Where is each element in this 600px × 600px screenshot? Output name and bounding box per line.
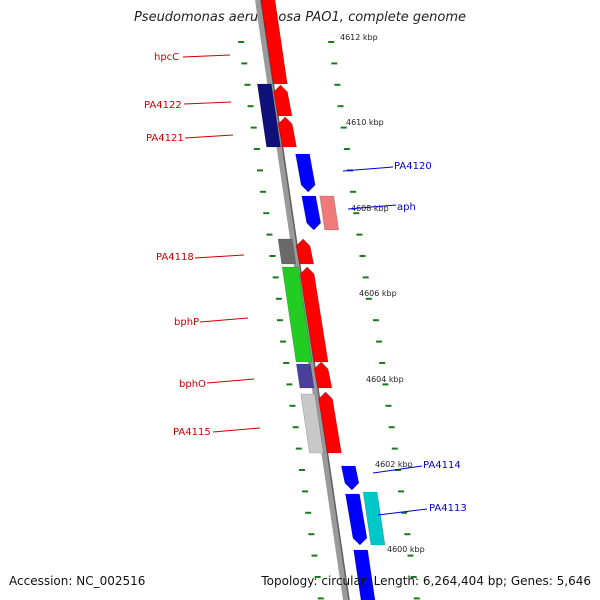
accession-label: Accession: NC_002516 xyxy=(9,574,146,588)
pa4115-neighbor-gene[interactable] xyxy=(300,393,324,454)
pa4122-gene[interactable] xyxy=(273,84,293,117)
gene-label-pa4122: PA4122 xyxy=(144,100,182,111)
gene-label-pa4120: PA4120 xyxy=(394,161,432,172)
gene-label-aph: aph xyxy=(397,202,416,213)
pa4122-neighbor-gene[interactable] xyxy=(256,83,281,148)
gene-label-bpho: bphO xyxy=(179,379,206,390)
pa4115-gene[interactable] xyxy=(318,391,342,454)
aph-gene-forward[interactable] xyxy=(301,195,322,231)
map-title: Pseudomonas aeruginosa PAO1, complete ge… xyxy=(133,10,467,25)
bpho-gene[interactable] xyxy=(313,361,333,389)
bpho-neighbor-gene[interactable] xyxy=(296,363,315,389)
pa4118-gene[interactable] xyxy=(295,238,315,265)
gene-label-pa4121: PA4121 xyxy=(146,133,184,144)
gene-label-pa4113: PA4113 xyxy=(429,503,467,514)
pa4113-gene-forward[interactable] xyxy=(345,493,368,546)
bphp-neighbor-gene[interactable] xyxy=(281,266,313,363)
scale-labels: 4612 kbp 4610 kbp 4608 kbp 4606 kbp 4604… xyxy=(340,33,425,554)
tick-label-4612: 4612 kbp xyxy=(340,33,378,42)
tick-label-4600: 4600 kbp xyxy=(387,545,425,554)
gene-labels: hpcC PA4122 PA4121 PA4120 aph PA4118 bph… xyxy=(144,52,467,514)
pa4112-gene[interactable] xyxy=(353,549,376,600)
gene-label-pa4114: PA4114 xyxy=(423,460,461,471)
tick-label-4608: 4608 kbp xyxy=(351,204,389,213)
gene-label-pa4118: PA4118 xyxy=(156,252,194,263)
gene-features xyxy=(256,0,386,600)
hpcc-gene[interactable] xyxy=(260,0,288,85)
pa4114-gene[interactable] xyxy=(340,465,360,491)
pa4118-neighbor-gene[interactable] xyxy=(277,238,297,265)
pa4120-gene[interactable] xyxy=(295,153,316,193)
tick-label-4602: 4602 kbp xyxy=(375,460,413,469)
pa4121-gene[interactable] xyxy=(277,116,297,148)
pa4113-gene[interactable] xyxy=(362,491,386,546)
outer-tick-marks xyxy=(328,41,420,600)
aph-gene[interactable] xyxy=(319,195,340,231)
inner-tick-marks xyxy=(238,41,324,600)
genome-summary: Topology: circular; Length: 6,264,404 bp… xyxy=(261,574,591,588)
gene-label-hpcc: hpcC xyxy=(154,52,179,63)
label-leaders xyxy=(182,54,428,516)
gene-label-pa4115: PA4115 xyxy=(173,427,211,438)
tick-label-4606: 4606 kbp xyxy=(359,289,397,298)
tick-label-4610: 4610 kbp xyxy=(346,118,384,127)
gene-label-bphp: bphP xyxy=(174,317,199,328)
tick-label-4604: 4604 kbp xyxy=(366,375,404,384)
